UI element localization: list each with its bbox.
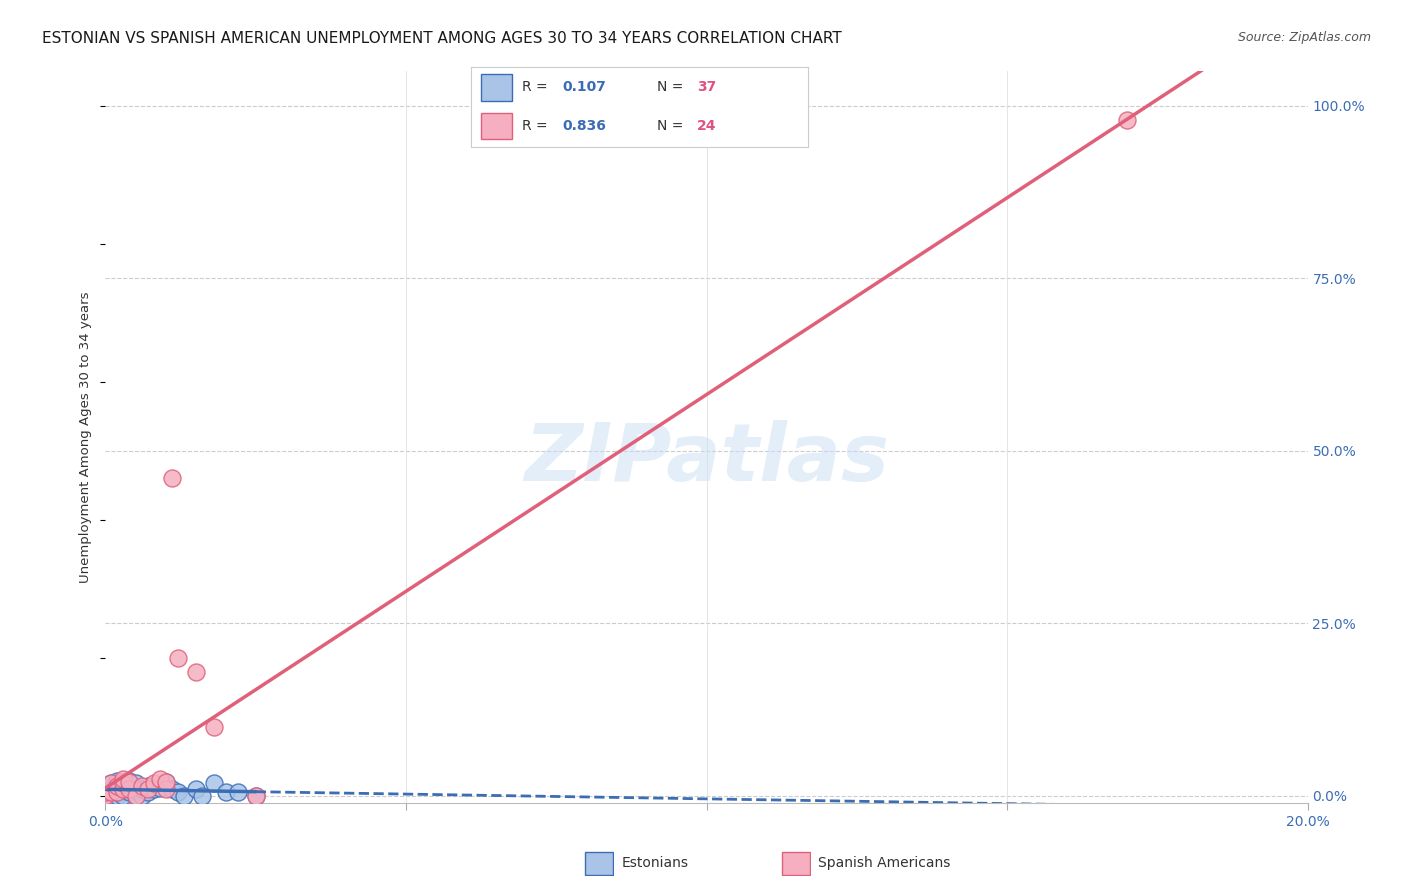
Point [124, 783, 146, 797]
Point [136, 779, 159, 793]
Point [131, 782, 153, 797]
Point [131, 779, 153, 793]
Point [1116, 112, 1139, 127]
Point [155, 775, 177, 789]
Point [226, 785, 249, 799]
Point [100, 776, 122, 790]
Point [118, 773, 141, 788]
Point [184, 782, 207, 797]
Point [124, 776, 146, 790]
Point [107, 779, 129, 793]
Point [100, 782, 122, 797]
Point [112, 776, 135, 790]
Point [118, 779, 141, 793]
Point [107, 785, 129, 799]
Point [94, 789, 117, 803]
Point [94, 789, 117, 803]
Point [118, 782, 141, 797]
Point [166, 651, 188, 665]
Point [107, 785, 129, 799]
Point [100, 785, 122, 799]
Point [94, 785, 117, 799]
Point [160, 471, 183, 485]
Point [245, 789, 267, 803]
Point [100, 789, 122, 803]
Text: 0.107: 0.107 [562, 80, 606, 95]
Point [190, 789, 212, 803]
Bar [481, 112, 512, 139]
Point [136, 782, 159, 797]
Point [118, 785, 141, 799]
Point [100, 776, 122, 790]
Text: ESTONIAN VS SPANISH AMERICAN UNEMPLOYMENT AMONG AGES 30 TO 34 YEARS CORRELATION : ESTONIAN VS SPANISH AMERICAN UNEMPLOYMEN… [42, 31, 842, 46]
Point [94, 788, 117, 802]
Point [124, 789, 146, 803]
Point [142, 776, 165, 790]
Point [112, 782, 135, 797]
Point [112, 772, 135, 786]
Point [94, 785, 117, 799]
Text: 0.836: 0.836 [562, 119, 606, 133]
Y-axis label: Unemployment Among Ages 30 to 34 years: Unemployment Among Ages 30 to 34 years [79, 292, 93, 582]
Point [107, 789, 129, 803]
Point [166, 785, 188, 799]
Text: ZIPatlas: ZIPatlas [524, 420, 889, 498]
Text: R =: R = [522, 80, 551, 95]
Text: 37: 37 [697, 80, 716, 95]
Text: Source: ZipAtlas.com: Source: ZipAtlas.com [1237, 31, 1371, 45]
Point [124, 789, 146, 803]
Point [112, 789, 135, 803]
Point [173, 789, 195, 803]
Point [214, 785, 236, 799]
Point [136, 785, 159, 799]
Point [155, 775, 177, 789]
Text: N =: N = [657, 80, 688, 95]
Point [131, 789, 153, 803]
Point [118, 775, 141, 789]
Text: N =: N = [657, 119, 688, 133]
Text: Spanish Americans: Spanish Americans [818, 856, 950, 871]
Point [155, 782, 177, 797]
Bar [481, 74, 512, 101]
Point [107, 782, 129, 797]
Point [112, 775, 135, 789]
Point [142, 782, 165, 797]
Text: R =: R = [522, 119, 551, 133]
Point [148, 780, 170, 795]
Point [160, 782, 183, 797]
Point [245, 789, 267, 803]
Point [107, 776, 129, 790]
Point [202, 776, 225, 790]
Point [100, 785, 122, 799]
Point [107, 773, 129, 788]
Text: Estonians: Estonians [621, 856, 689, 871]
Text: 24: 24 [697, 119, 717, 133]
Point [148, 772, 170, 786]
Point [202, 720, 225, 734]
Point [112, 782, 135, 797]
Point [184, 665, 207, 679]
